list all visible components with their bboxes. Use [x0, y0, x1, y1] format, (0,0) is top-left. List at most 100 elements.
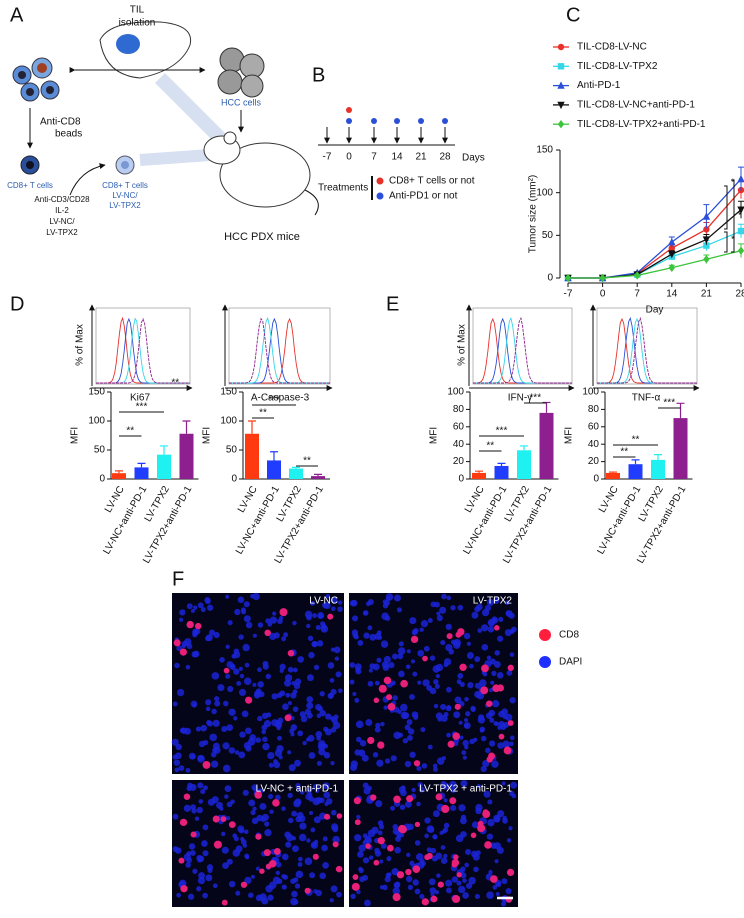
nucleus — [200, 607, 206, 613]
nucleus — [416, 765, 422, 771]
nucleus — [176, 892, 181, 898]
nucleus — [446, 732, 451, 738]
nucleus — [424, 833, 429, 839]
nucleus — [397, 647, 406, 655]
nucleus — [409, 617, 417, 625]
y-tick-label: 100 — [447, 387, 464, 398]
nucleus — [281, 884, 287, 890]
nucleus — [439, 606, 447, 614]
cd8-cell — [212, 815, 220, 823]
nucleus — [463, 632, 471, 640]
y-axis-label: MFI — [429, 427, 440, 444]
nucleus — [462, 878, 467, 883]
nucleus — [238, 634, 244, 640]
nucleus — [243, 601, 250, 608]
nucleus — [281, 806, 286, 811]
nucleus — [379, 885, 385, 890]
nucleus — [190, 804, 196, 810]
nucleus — [456, 679, 462, 685]
nucleus — [308, 752, 316, 759]
nucleus — [384, 876, 391, 883]
nucleus — [381, 612, 389, 620]
label: Anti-CD8 — [40, 117, 81, 128]
nucleus — [244, 727, 252, 735]
y-tick-label: 100 — [88, 416, 105, 427]
nucleus — [248, 799, 256, 807]
histogram-curve — [597, 316, 697, 384]
significance-label: *** — [268, 395, 280, 406]
nucleus — [416, 801, 421, 807]
nucleus — [186, 643, 193, 650]
nucleus — [437, 717, 442, 722]
label: Days — [462, 153, 485, 164]
nucleus — [492, 597, 500, 605]
nucleus — [502, 740, 510, 748]
nucleus — [285, 841, 292, 848]
nucleus — [257, 622, 264, 628]
cd8-cell — [392, 893, 401, 902]
nucleus — [174, 847, 182, 854]
nucleus — [240, 607, 246, 613]
nucleus — [365, 719, 373, 727]
nucleus — [419, 858, 425, 864]
significance-label: ** — [486, 441, 494, 452]
label: TIL — [130, 5, 145, 16]
nucleus — [495, 721, 500, 726]
bar — [651, 459, 665, 479]
nucleus — [330, 760, 335, 766]
nucleus — [185, 767, 191, 773]
nucleus — [291, 810, 298, 817]
label: IL-2 — [55, 206, 69, 215]
nucleus — [287, 750, 292, 755]
nucleus — [509, 741, 514, 747]
cd8-cell — [312, 853, 319, 860]
nucleus — [325, 713, 332, 720]
nucleus — [197, 782, 204, 789]
nucleus — [440, 640, 446, 646]
nucleus — [202, 892, 208, 899]
nucleus — [357, 850, 364, 858]
cd8-cell — [287, 649, 295, 657]
nucleus — [255, 894, 263, 902]
nucleus — [245, 621, 253, 629]
nucleus — [432, 763, 438, 769]
nucleus — [290, 732, 295, 737]
nucleus — [407, 823, 414, 831]
dot — [346, 118, 352, 124]
nucleus — [400, 711, 409, 720]
nucleus — [329, 898, 334, 903]
nucleus — [446, 887, 452, 894]
marker — [564, 273, 572, 283]
nucleus — [372, 752, 379, 758]
nucleus — [460, 872, 467, 879]
nucleus — [362, 782, 369, 789]
nucleus — [330, 823, 339, 831]
nucleus — [312, 613, 317, 618]
histogram-curve — [229, 317, 330, 384]
nucleus — [406, 649, 411, 654]
y-tick-label: 100 — [582, 387, 599, 398]
error-bar — [609, 471, 617, 473]
nucleus — [313, 664, 320, 671]
y-tick-label: 40 — [453, 439, 465, 450]
nucleus — [338, 688, 343, 693]
nucleus — [194, 816, 200, 821]
significance-label: ** — [259, 408, 267, 419]
cd8-cell — [456, 872, 462, 878]
x-axis-label: TNF-α — [632, 393, 661, 404]
nucleus — [226, 816, 231, 821]
nucleus — [206, 604, 214, 611]
nucleus — [476, 783, 481, 789]
nucleus — [481, 624, 489, 632]
y-tick-label: 50 — [94, 445, 106, 456]
nucleus — [228, 747, 236, 754]
nucleus — [349, 662, 356, 668]
nucleus — [279, 615, 284, 621]
nucleus — [374, 726, 381, 733]
significance-bracket — [731, 179, 735, 253]
nucleus — [367, 680, 374, 687]
histogram-frame — [472, 307, 573, 385]
nucleus — [292, 845, 299, 853]
legend-dot — [376, 192, 384, 200]
nucleus — [284, 679, 292, 687]
